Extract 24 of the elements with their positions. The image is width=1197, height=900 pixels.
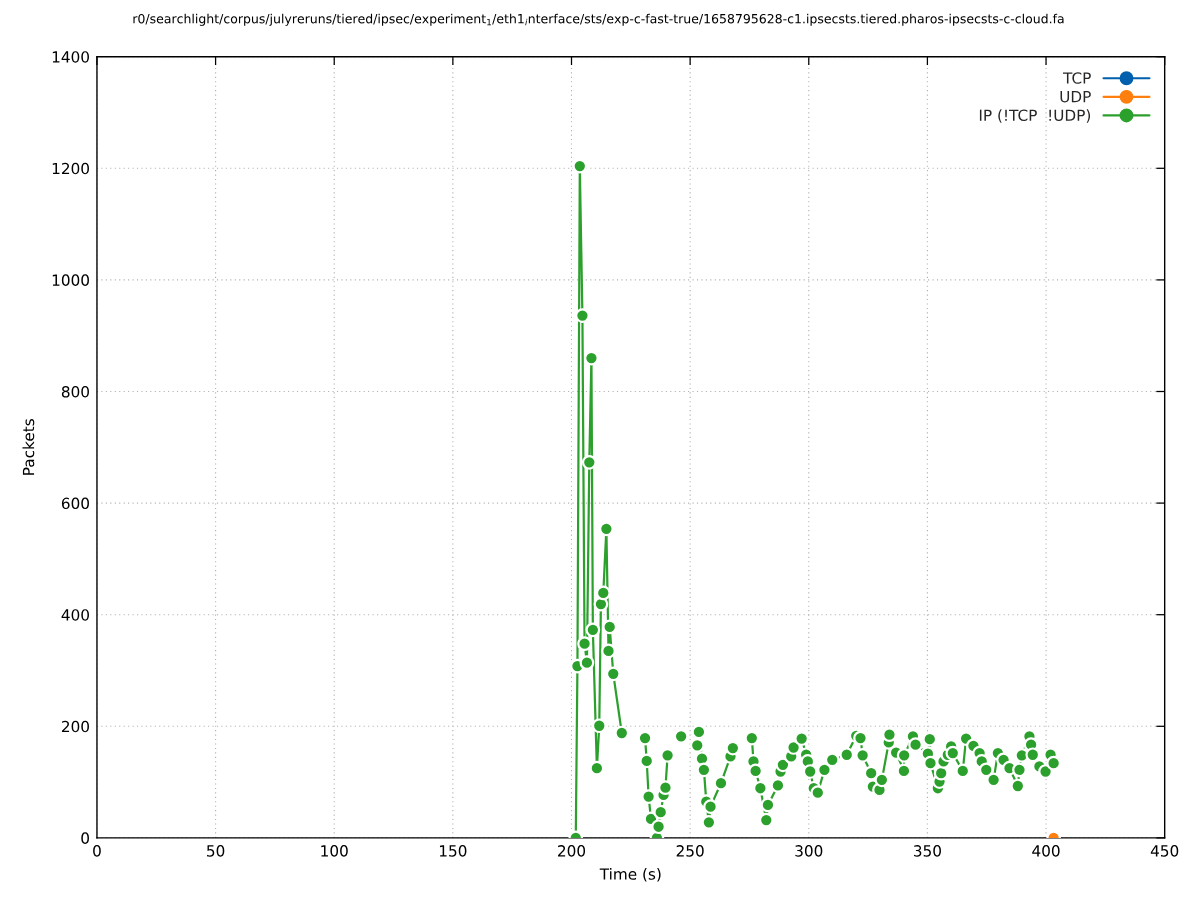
x-tick-label: 0 [93,845,101,857]
x-tick-label: 450 [1150,845,1179,857]
y-axis-title: Packets [22,419,35,475]
y-tick-label: 400 [61,609,89,621]
y-tick-label: 1000 [52,274,89,286]
x-tick-label: 200 [558,845,586,857]
x-tick-label: 100 [321,845,348,857]
x-tick-label: 350 [913,845,941,857]
y-tick-label: 600 [61,497,89,510]
x-tick-label: 50 [207,845,225,857]
chart-title: r0/searchlight/corpus/julyreruns/tiered/ipsec/experiment$_{1}$/eth1$_{i}$nterface/sts/exp-c-fast-true/1658795628-c1.ipsecsts.tiered.pharos-ipsecsts-c-cloud.fa [133,13,1064,26]
y-tick-label: 0 [81,832,89,844]
legend-label: TCP [1062,72,1091,84]
x-axis-title: Time (s) [599,867,661,882]
y-tick-label: 1200 [52,162,89,175]
x-tick-label: 250 [676,845,704,857]
x-tick-label: 300 [795,845,823,857]
legend-label: IP (!TCP !UDP) [979,109,1091,123]
y-tick-label: 200 [61,720,89,733]
x-tick-label: 400 [1032,845,1060,857]
y-tick-label: 800 [61,385,89,398]
y-tick-label: 1400 [52,51,89,63]
x-tick-label: 150 [439,845,467,857]
legend-label: UDP [1060,91,1091,103]
